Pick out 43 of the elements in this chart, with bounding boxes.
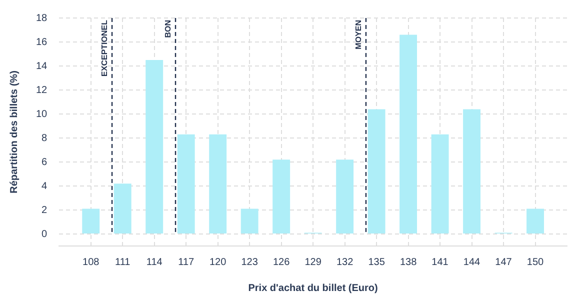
x-tick-label: 126: [272, 256, 290, 268]
x-tick-label: 132: [336, 256, 354, 268]
x-tick-label: 111: [115, 256, 131, 268]
bar: [177, 134, 195, 234]
bar: [368, 109, 386, 234]
y-tick-label: 8: [42, 132, 48, 144]
x-tick-label: 120: [209, 256, 227, 268]
x-tick-label: 123: [241, 256, 258, 268]
y-tick-label: 2: [42, 204, 48, 216]
x-tick-label: 144: [463, 256, 481, 268]
x-tick-label: 147: [495, 256, 512, 268]
bar: [400, 34, 418, 234]
y-tick-label: 16: [36, 36, 48, 48]
x-tick-label: 114: [146, 256, 163, 268]
x-tick-label: 135: [368, 256, 386, 268]
x-tick-label: 138: [400, 256, 418, 268]
y-tick-label: 12: [36, 84, 48, 96]
x-tick-label: 150: [526, 256, 544, 268]
bar: [336, 160, 354, 234]
y-axis-title: Répartition des billets (%): [8, 70, 20, 194]
ref-line-label: MOYEN: [354, 20, 364, 50]
bar: [114, 184, 132, 234]
x-tick-label: 108: [82, 256, 100, 268]
y-tick-label: 18: [36, 12, 48, 24]
bar: [146, 60, 164, 234]
y-tick-label: 10: [36, 108, 48, 120]
ref-line-label: EXCEPTIONEL: [100, 20, 110, 76]
y-tick-label: 4: [42, 180, 48, 192]
x-axis-title: Prix d'achat du billet (Euro): [248, 282, 378, 294]
bar: [272, 160, 290, 234]
bar: [209, 134, 227, 234]
ref-line-label: BON: [164, 20, 173, 38]
x-tick-label: 141: [432, 256, 449, 268]
x-tick-label: 117: [178, 256, 194, 268]
bar: [463, 109, 480, 234]
bar: [82, 208, 100, 234]
bar: [526, 208, 544, 234]
y-tick-label: 6: [42, 156, 48, 168]
y-tick-label: 14: [36, 60, 48, 72]
x-tick-label: 129: [304, 256, 322, 268]
bar: [431, 134, 449, 234]
bar: [240, 208, 258, 234]
y-tick-label: 0: [42, 228, 48, 240]
